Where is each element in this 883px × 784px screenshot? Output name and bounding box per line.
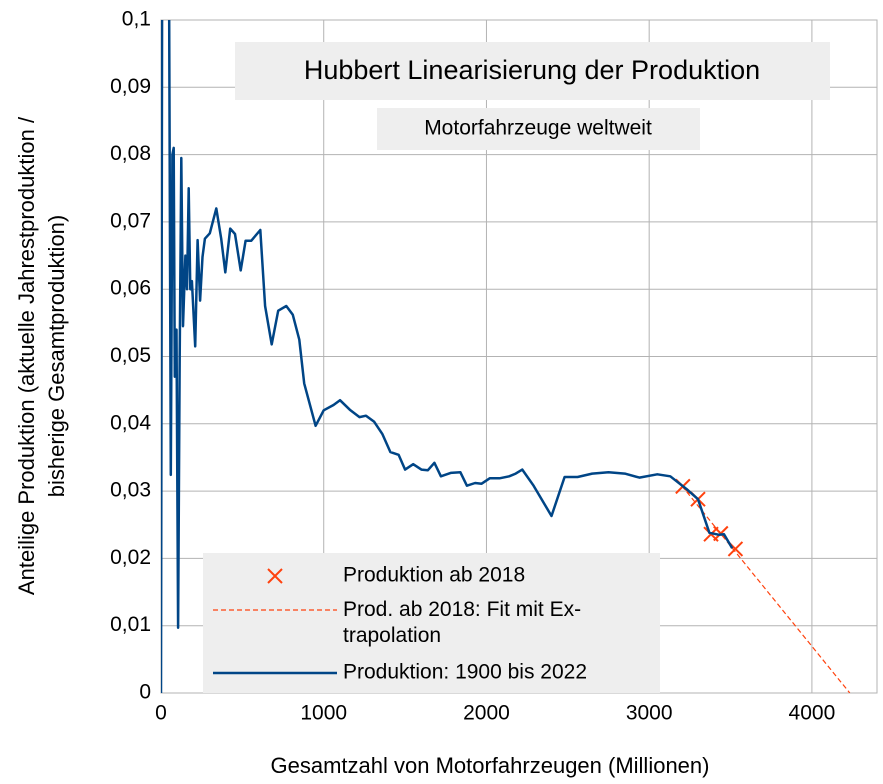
legend-label: Produktion: 1900 bis 2022 [343, 661, 587, 684]
x-axis-label: Gesamtzahl von Motorfahrzeugen (Millione… [271, 753, 710, 778]
legend-label: Produktion ab 2018 [343, 564, 525, 587]
legend-box [203, 553, 660, 693]
subtitle-box [377, 108, 700, 150]
y-tick-label: 0,08 [110, 142, 151, 165]
chart-title: Hubbert Linearisierung der Produktion [304, 55, 760, 85]
y-tick-label: 0,02 [110, 546, 151, 569]
x-tick-label: 0 [155, 702, 167, 725]
y-tick-label: 0,1 [122, 8, 151, 31]
scatter-point [267, 568, 283, 584]
y-tick-label: 0,01 [110, 613, 151, 636]
legend-label: Prod. ab 2018: Fit mit Ex-trapolation [343, 598, 581, 647]
title-box [235, 42, 830, 100]
y-tick-label: 0,04 [110, 411, 151, 434]
y-axis-label: Anteilige Produktion (aktuelle Jahrestpr… [14, 116, 69, 595]
y-tick-label: 0,05 [110, 344, 151, 367]
line-series [161, 20, 734, 693]
y-tick-label: 0,09 [110, 75, 151, 98]
y-tick-label: 0,06 [110, 277, 151, 300]
x-tick-label: 4000 [789, 702, 836, 725]
x-tick-label: 1000 [300, 702, 347, 725]
legend: Produktion ab 2018 Prod. ab 2018: Fit mit… [203, 553, 660, 693]
line-series [681, 485, 851, 693]
y-tick-label: 0,07 [110, 209, 151, 232]
chart-subtitle: Motorfahrzeuge weltweit [424, 117, 652, 140]
y-tick-label: 0 [139, 681, 151, 704]
plot-area [161, 20, 851, 693]
x-tick-label: 2000 [463, 702, 510, 725]
x-tick-label: 3000 [626, 702, 673, 725]
y-tick-label: 0,03 [110, 479, 151, 502]
